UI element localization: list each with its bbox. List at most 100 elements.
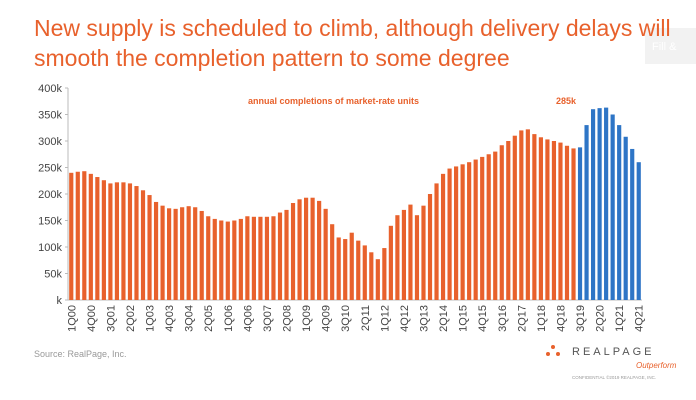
bar [108, 183, 113, 300]
bar [330, 224, 335, 300]
logo: REALPAGE Outperform CONFIDENTIAL ©2019 R… [546, 345, 677, 380]
bar [245, 216, 250, 300]
bar [343, 239, 348, 300]
bar [584, 125, 589, 300]
x-tick-label: 3Q19 [575, 305, 587, 332]
bar [519, 130, 524, 300]
bar [427, 194, 433, 300]
bar [610, 114, 615, 300]
x-tick-label: 2Q20 [595, 305, 607, 332]
bar [212, 218, 217, 300]
bar [356, 240, 361, 300]
bar [101, 180, 106, 300]
bar [147, 195, 152, 300]
x-tick-label: 1Q00 [66, 305, 78, 332]
x-tick-label: 4Q18 [555, 305, 567, 332]
annotation: annual completions of market-rate units [248, 96, 419, 106]
x-tick-label: 1Q12 [379, 305, 391, 332]
bar [349, 232, 354, 300]
bar [297, 199, 302, 300]
bar [375, 259, 380, 300]
y-tick-label: 400k [38, 83, 62, 95]
x-tick-label: 1Q09 [301, 305, 313, 332]
x-tick-label: 3Q07 [262, 305, 274, 332]
bar [623, 136, 628, 300]
bar [421, 205, 426, 300]
annotation: 285k [556, 96, 577, 106]
x-tick-label: 1Q03 [145, 305, 157, 332]
bar [440, 173, 446, 300]
chart-title: smooth the completion pattern to some de… [34, 45, 510, 71]
bar [382, 248, 387, 300]
y-tick-label: k [57, 295, 63, 307]
x-tick-label: 4Q09 [321, 305, 333, 332]
x-tick-label: 3Q10 [340, 305, 352, 332]
x-tick-label: 4Q21 [634, 305, 646, 332]
logo-dot [551, 345, 555, 349]
x-tick-label: 2Q02 [125, 305, 137, 332]
bar [369, 252, 374, 300]
side-tab-text: Fill & [652, 41, 677, 53]
x-tick-label: 4Q00 [86, 305, 98, 332]
bar [199, 210, 204, 300]
bar [564, 145, 570, 300]
bar [121, 182, 126, 300]
source: Source: RealPage, Inc. [34, 349, 127, 359]
x-tick-label: 2Q17 [516, 305, 528, 332]
bar [206, 216, 211, 300]
bar [303, 197, 309, 300]
bar [434, 183, 439, 300]
bar [362, 245, 367, 300]
bar [512, 135, 517, 300]
x-tick-label: 2Q08 [282, 305, 294, 332]
bar [284, 209, 289, 300]
bar [114, 182, 120, 300]
bar [258, 216, 263, 300]
bar [532, 134, 537, 300]
bar [336, 237, 341, 300]
bar [225, 221, 230, 300]
bar [577, 147, 583, 300]
logo-tagline: Outperform [636, 361, 677, 370]
bar [160, 205, 165, 300]
bar [153, 201, 159, 300]
x-tick-label: 1Q06 [223, 305, 235, 332]
x-tick-label: 1Q15 [458, 305, 470, 332]
bar [251, 216, 256, 300]
bar [95, 177, 100, 300]
x-tick-label: 3Q04 [184, 305, 196, 332]
y-tick-label: 100k [38, 242, 62, 254]
bar [134, 186, 139, 300]
bar [499, 145, 504, 300]
bar [310, 197, 315, 300]
bar [173, 208, 178, 300]
bar [193, 207, 198, 300]
bar [290, 203, 296, 300]
bar [473, 159, 478, 300]
bar [597, 108, 602, 300]
bar [617, 125, 622, 300]
bar [323, 208, 328, 300]
logo-name: REALPAGE [572, 346, 655, 358]
bar [467, 162, 472, 300]
bar [167, 208, 172, 300]
bar [408, 204, 413, 300]
x-tick-label: 4Q03 [164, 305, 176, 332]
logo-footer: CONFIDENTIAL ©2019 REALPAGE, INC. [572, 374, 656, 380]
bar [551, 141, 557, 300]
bar [186, 206, 191, 300]
y-tick-label: 300k [38, 136, 62, 148]
bar [238, 218, 243, 300]
bar [506, 141, 511, 300]
side-tab [645, 28, 696, 64]
bar [88, 173, 93, 300]
y-tick-label: 200k [38, 189, 62, 201]
bar [140, 190, 146, 300]
bar [447, 168, 452, 300]
bar [486, 154, 491, 300]
x-tick-label: 3Q13 [418, 305, 430, 332]
bar [127, 183, 133, 300]
bar [414, 215, 420, 300]
x-tick-label: 1Q18 [536, 305, 548, 332]
